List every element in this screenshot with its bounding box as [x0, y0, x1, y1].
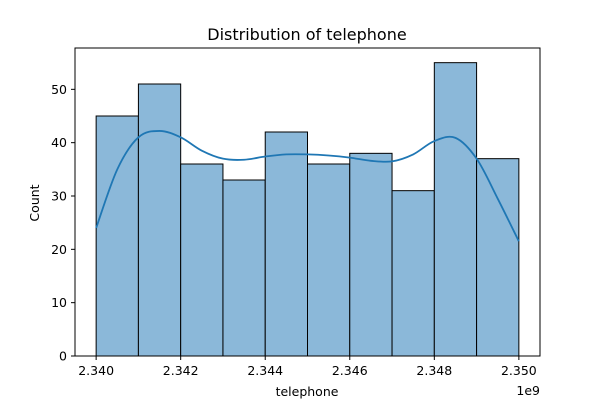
y-axis-label: Count [27, 184, 42, 221]
histogram-bar [137, 83, 182, 357]
y-tick-label: 40 [51, 135, 67, 150]
x-axis-offset-label: 1e9 [516, 383, 540, 398]
histogram-bar [95, 115, 139, 357]
plot-area [74, 47, 541, 357]
chart-title: Distribution of telephone [207, 25, 406, 44]
histogram-bar [307, 163, 351, 357]
y-tick-label: 50 [51, 82, 67, 97]
x-axis-label: telephone [276, 384, 339, 399]
x-tick-label: 2.346 [332, 363, 368, 378]
x-tick-label: 2.348 [416, 363, 452, 378]
x-tick-label: 2.344 [247, 363, 283, 378]
x-tick-label: 2.340 [78, 363, 114, 378]
x-tick-label: 2.342 [163, 363, 199, 378]
bars-group [95, 62, 520, 357]
histogram-bar [433, 62, 478, 357]
y-axis: 0 10 20 30 40 50 [51, 82, 75, 364]
y-tick-label: 20 [51, 242, 67, 257]
histogram-bar [222, 179, 266, 357]
x-axis: 2.340 2.342 2.344 2.346 2.348 2.350 [78, 356, 537, 378]
y-tick-label: 10 [51, 295, 67, 310]
histogram-bar [264, 131, 308, 357]
plot-frame [74, 47, 541, 357]
kde-line [95, 130, 520, 242]
y-tick-label: 30 [51, 189, 67, 204]
x-tick-label: 2.350 [501, 363, 537, 378]
histogram-bar [349, 152, 393, 357]
histogram-bar [476, 158, 520, 357]
histogram-bar [391, 190, 435, 357]
y-tick-label: 0 [59, 349, 67, 364]
histogram-bar [180, 163, 224, 357]
